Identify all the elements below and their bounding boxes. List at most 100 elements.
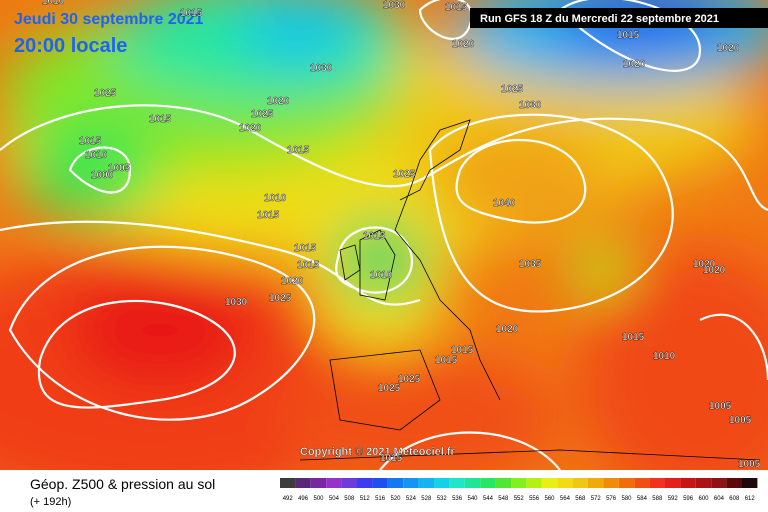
isobar-label: 1015: [363, 231, 386, 242]
isobar-label: 1005: [729, 415, 752, 426]
scale-cell: [372, 478, 388, 488]
scale-label: 596: [683, 496, 694, 502]
isobar-label: 1025: [378, 383, 401, 394]
isobar-label: 1020: [717, 43, 740, 54]
scale-label: 532: [437, 496, 448, 502]
scale-label: 544: [483, 496, 494, 502]
isobar-label: 1020: [623, 59, 646, 70]
scale-label: 552: [514, 496, 525, 502]
isobar-label: 1020: [239, 123, 262, 134]
isobar-label: 1020: [703, 265, 726, 276]
scale-label: 508: [344, 496, 355, 502]
footer-lead: (+ 192h): [30, 496, 71, 508]
scale-label: 520: [390, 496, 401, 502]
scale-label: 592: [668, 496, 679, 502]
isobar-label: 1010: [42, 0, 65, 7]
scale-label: 568: [575, 496, 586, 502]
isobar-label: 1005: [709, 401, 732, 412]
scale-cell: [310, 478, 327, 488]
scale-cell: [726, 478, 742, 488]
scale-label: 556: [529, 496, 540, 502]
time-label: 20:00 locale: [14, 35, 127, 57]
scale-cell: [603, 478, 619, 488]
copyright: Copyright © 2021 Meteociel.fr: [300, 446, 456, 458]
scale-cell: [449, 478, 465, 488]
scale-cell: [742, 478, 758, 488]
scale-label: 564: [560, 496, 571, 502]
scale-cell: [357, 478, 373, 488]
isobar-label: 1015: [617, 30, 640, 41]
isobar-label: 1015: [622, 332, 645, 343]
scale-label: 588: [652, 496, 663, 502]
isobar-label: 1010: [85, 150, 108, 161]
isobar-label: 1010: [653, 351, 676, 362]
scale-cell: [649, 478, 665, 488]
scale-label: 536: [452, 496, 463, 502]
isobar-label: 1015: [297, 260, 320, 271]
scale-label: 572: [591, 496, 602, 502]
isobar-label: 1010: [370, 270, 393, 281]
scale-cell: [695, 478, 712, 488]
isobar-label: 1015: [180, 8, 203, 19]
scale-cell: [280, 478, 296, 488]
isobar-label: 1020: [281, 276, 304, 287]
scale-cell: [665, 478, 681, 488]
isobar-label: 1020: [496, 324, 519, 335]
isobar-label: 1015: [445, 2, 468, 13]
isobar-label: 1030: [383, 0, 406, 11]
scale-cell: [434, 478, 450, 488]
footer-title: Géop. Z500 & pression au sol: [30, 476, 215, 492]
scale-label: 504: [329, 496, 340, 502]
scale-cell: [572, 478, 588, 488]
scale-cell: [618, 478, 635, 488]
scale-cell: [418, 478, 434, 488]
scale-cell: [711, 478, 727, 488]
scale-cell: [326, 478, 342, 488]
isobar-label: 1015: [79, 136, 102, 147]
scale-cell: [403, 478, 419, 488]
scale-label: 540: [467, 496, 478, 502]
scale-cell: [464, 478, 481, 488]
isobar-label: 1005: [108, 163, 131, 174]
scale-label: 576: [606, 496, 617, 502]
isobar-label: 1025: [251, 109, 274, 120]
isobar-label: 1010: [264, 193, 287, 204]
isobar-label: 1020: [452, 39, 475, 50]
isobar-label: 1015: [294, 243, 317, 254]
scale-label: 492: [283, 496, 294, 502]
scale-label: 512: [360, 496, 371, 502]
scale-cell: [680, 478, 696, 488]
isobar-label: 1025: [501, 84, 524, 95]
run-box: [470, 8, 768, 28]
scale-label: 580: [621, 496, 632, 502]
isobar-label: 1030: [519, 100, 542, 111]
scale-label: 608: [729, 496, 740, 502]
scale-cell: [541, 478, 558, 488]
isobar-label: 1030: [225, 297, 248, 308]
scale-label: 500: [313, 496, 324, 502]
isobar-label: 1025: [94, 88, 117, 99]
run-label: Run GFS 18 Z du Mercredi 22 septembre 20…: [480, 13, 719, 25]
isobar-label: 1025: [398, 374, 421, 385]
isobar-label: 1015: [451, 345, 474, 356]
scale-label: 560: [544, 496, 555, 502]
isobar-label: 1015: [380, 453, 403, 464]
isobar-label: 1025: [269, 293, 292, 304]
isobar-label: 1000: [91, 170, 114, 181]
isobar-label: 1040: [493, 198, 516, 209]
scale-label: 528: [421, 496, 432, 502]
isobar-label: 1030: [310, 63, 333, 74]
scale-label: 604: [714, 496, 725, 502]
scale-cell: [387, 478, 404, 488]
scale-cell: [526, 478, 542, 488]
scale-label: 524: [406, 496, 417, 502]
scale-label: 496: [298, 496, 309, 502]
isobar-label: 1015: [149, 114, 172, 125]
isobar-label: 1025: [393, 169, 416, 180]
scale-cell: [495, 478, 511, 488]
date-label: Jeudi 30 septembre 2021: [14, 11, 204, 28]
scale-cell: [557, 478, 573, 488]
scale-cell: [511, 478, 527, 488]
isobar-label: 1035: [519, 259, 542, 270]
